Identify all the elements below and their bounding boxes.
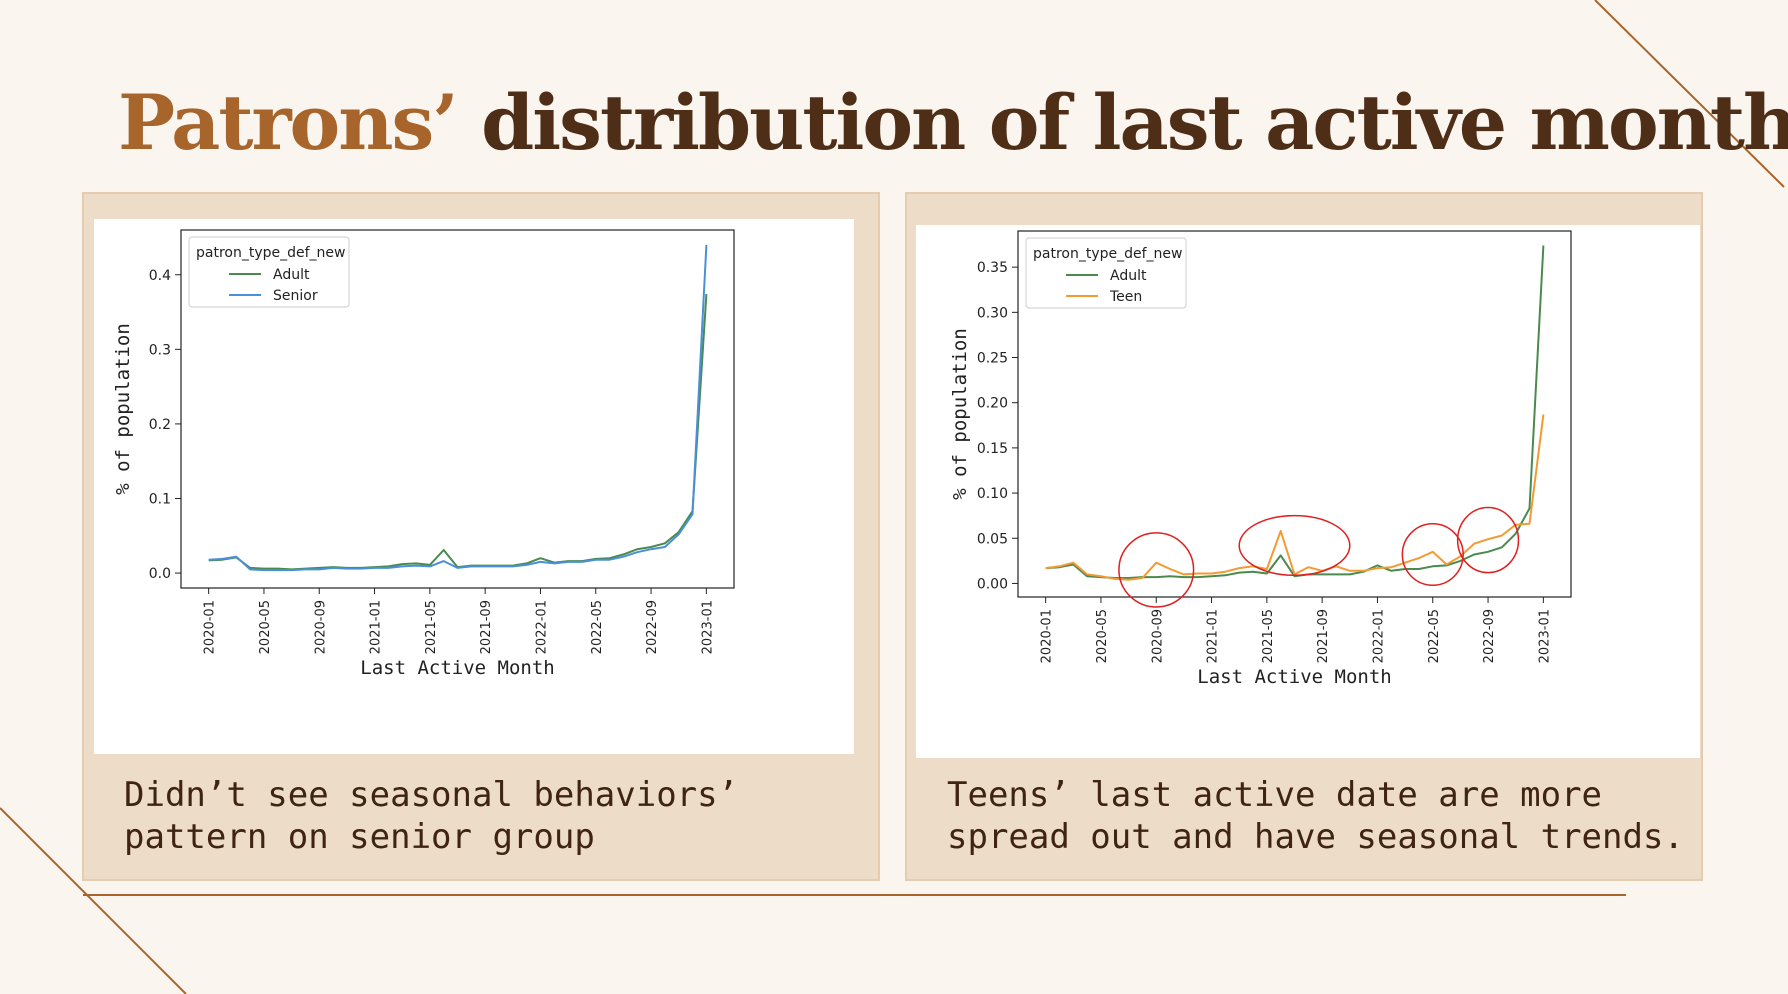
- left-caption: Didn’t see seasonal behaviors’ pattern o…: [124, 774, 738, 858]
- x-tick-label: 2020-05: [1095, 609, 1110, 663]
- bottom-rule: [83, 894, 1626, 896]
- right-plot-area: 2020-01 2020-05 2020-09 2021-01 2021-05 2021-…: [916, 225, 1700, 758]
- right-caption-line2: spread out and have seasonal trends.: [947, 817, 1684, 857]
- legend-entry-adult: Adult: [1110, 268, 1147, 284]
- x-tick-label: 2020-01: [1040, 609, 1055, 663]
- x-tick-label: 2022-01: [1371, 609, 1386, 663]
- adult-senior-line-chart: 2020-01 2020-05 2020-09 2021-01 2021-05 2021-…: [112, 229, 735, 679]
- series-line-adult: [208, 294, 708, 571]
- x-tick-label: 2023-01: [700, 600, 715, 654]
- legend-entry-adult: Adult: [273, 267, 310, 283]
- x-tick-label: 2022-09: [645, 600, 660, 654]
- x-tick-label: 2020-05: [258, 600, 273, 654]
- y-tick-label: 0.35: [977, 260, 1008, 276]
- x-tick-label: 2023-01: [1537, 609, 1552, 663]
- series-line-teen: [1045, 414, 1545, 581]
- x-tick-label: 2022-05: [590, 600, 605, 654]
- y-axis-label: % of population: [949, 328, 971, 500]
- x-tick-label: 2022-05: [1427, 609, 1442, 663]
- x-tick-label: 2021-09: [1316, 609, 1331, 663]
- x-tick-label: 2021-05: [1261, 609, 1276, 663]
- y-tick-label: 0.0: [149, 566, 171, 582]
- left-caption-line2: pattern on senior group: [124, 817, 595, 857]
- slide-title: Patrons’ distribution of last active mon…: [118, 78, 1788, 167]
- legend-entry-senior: Senior: [273, 288, 318, 304]
- highlight-circle: [1238, 514, 1351, 577]
- y-tick-label: 0.05: [977, 531, 1008, 547]
- legend-title: patron_type_def_new: [196, 245, 345, 261]
- y-axis-label: % of population: [112, 323, 134, 495]
- legend-box: [188, 236, 350, 308]
- x-tick-label: 2021-01: [369, 600, 384, 654]
- legend-box: [1025, 237, 1187, 309]
- adult-teen-line-chart: 2020-01 2020-05 2020-09 2021-01 2021-05 2021-…: [949, 230, 1572, 688]
- y-tick-label: 0.00: [977, 576, 1008, 592]
- series-line-adult: [1045, 245, 1545, 579]
- y-tick-label: 0.15: [977, 441, 1008, 457]
- left-caption-line1: Didn’t see seasonal behaviors’: [124, 775, 739, 815]
- right-caption: Teens’ last active date are more spread …: [947, 774, 1684, 858]
- x-tick-label: 2022-09: [1482, 609, 1497, 663]
- x-axis-label: Last Active Month: [360, 657, 554, 679]
- x-tick-label: 2020-09: [1150, 609, 1165, 663]
- x-tick-label: 2021-01: [1206, 609, 1221, 663]
- title-rest: distribution of last active month: [456, 78, 1788, 167]
- right-caption-line1: Teens’ last active date are more: [947, 775, 1603, 815]
- y-tick-label: 0.1: [149, 492, 171, 508]
- y-tick-label: 0.2: [149, 417, 171, 433]
- x-tick-label: 2020-01: [203, 600, 218, 654]
- legend-entry-teen: Teen: [1109, 289, 1142, 305]
- y-tick-label: 0.4: [149, 268, 171, 284]
- right-chart-card: 2020-01 2020-05 2020-09 2021-01 2021-05 2021-…: [905, 192, 1703, 881]
- series-line-senior: [208, 244, 708, 572]
- chart-legend: patron_type_def_new Adult Teen: [1025, 237, 1187, 309]
- x-tick-label: 2021-09: [479, 600, 494, 654]
- title-accent: Patrons’: [118, 78, 459, 167]
- x-tick-label: 2021-05: [424, 600, 439, 654]
- x-tick-label: 2022-01: [534, 600, 549, 654]
- y-tick-label: 0.25: [977, 351, 1008, 367]
- chart-legend: patron_type_def_new Adult Senior: [188, 236, 350, 308]
- highlight-circle: [1118, 532, 1195, 608]
- x-axis-label: Last Active Month: [1197, 666, 1391, 688]
- y-tick-label: 0.20: [977, 396, 1008, 412]
- highlight-circle: [1401, 523, 1464, 587]
- highlight-circle: [1456, 506, 1520, 574]
- y-tick-label: 0.10: [977, 486, 1008, 502]
- left-plot-area: 2020-01 2020-05 2020-09 2021-01 2021-05 2021-…: [94, 219, 854, 754]
- left-chart-card: 2020-01 2020-05 2020-09 2021-01 2021-05 2021-…: [82, 192, 880, 881]
- x-tick-label: 2020-09: [313, 600, 328, 654]
- legend-title: patron_type_def_new: [1033, 246, 1182, 262]
- y-tick-label: 0.3: [149, 342, 171, 358]
- plot-frame: [1017, 230, 1572, 598]
- y-tick-label: 0.30: [977, 305, 1008, 321]
- plot-frame: [180, 229, 735, 589]
